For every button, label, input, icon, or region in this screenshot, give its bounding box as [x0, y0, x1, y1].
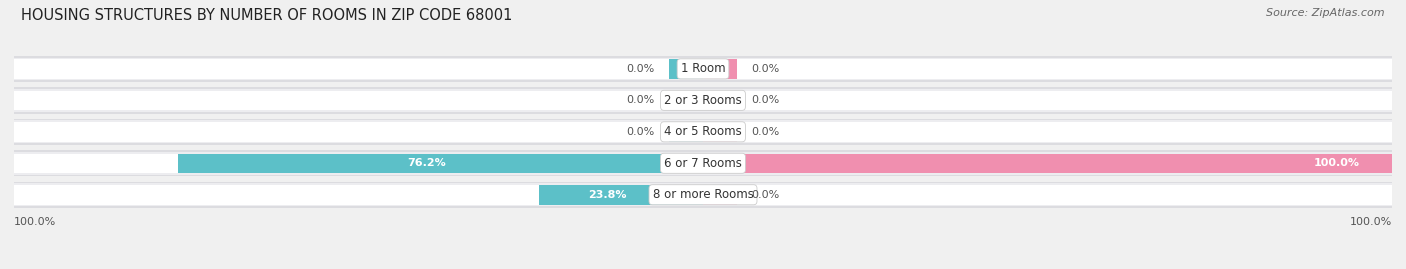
Bar: [14, 59, 1392, 79]
Text: 0.0%: 0.0%: [751, 95, 779, 105]
Bar: [179, 154, 703, 173]
Bar: [14, 58, 1392, 80]
Bar: [14, 121, 1392, 143]
Bar: [703, 185, 738, 204]
Text: 23.8%: 23.8%: [588, 190, 627, 200]
Text: 0.0%: 0.0%: [751, 64, 779, 74]
Text: 4 or 5 Rooms: 4 or 5 Rooms: [664, 125, 742, 138]
Bar: [538, 185, 703, 204]
Text: 0.0%: 0.0%: [751, 127, 779, 137]
Bar: [14, 154, 1392, 173]
Bar: [703, 91, 738, 110]
Bar: [14, 91, 1392, 110]
Bar: [669, 59, 703, 79]
Bar: [14, 152, 1392, 175]
Text: 100.0%: 100.0%: [1313, 158, 1360, 168]
Bar: [14, 183, 1392, 206]
Bar: [703, 122, 738, 141]
Text: 100.0%: 100.0%: [14, 217, 56, 227]
Text: 0.0%: 0.0%: [627, 64, 655, 74]
Text: 76.2%: 76.2%: [408, 158, 446, 168]
Text: Source: ZipAtlas.com: Source: ZipAtlas.com: [1267, 8, 1385, 18]
Bar: [703, 154, 1392, 173]
Text: 100.0%: 100.0%: [1350, 217, 1392, 227]
Text: HOUSING STRUCTURES BY NUMBER OF ROOMS IN ZIP CODE 68001: HOUSING STRUCTURES BY NUMBER OF ROOMS IN…: [21, 8, 512, 23]
Text: 0.0%: 0.0%: [627, 95, 655, 105]
Bar: [14, 122, 1392, 141]
Bar: [14, 185, 1392, 204]
Text: 8 or more Rooms: 8 or more Rooms: [652, 188, 754, 201]
Text: 2 or 3 Rooms: 2 or 3 Rooms: [664, 94, 742, 107]
Bar: [703, 59, 738, 79]
Text: 0.0%: 0.0%: [627, 127, 655, 137]
Bar: [7, 182, 1399, 208]
Text: 0.0%: 0.0%: [751, 190, 779, 200]
Bar: [7, 119, 1399, 145]
Bar: [669, 91, 703, 110]
Bar: [7, 150, 1399, 176]
Text: 6 or 7 Rooms: 6 or 7 Rooms: [664, 157, 742, 170]
Bar: [7, 56, 1399, 82]
Bar: [7, 87, 1399, 114]
Text: 1 Room: 1 Room: [681, 62, 725, 75]
Bar: [669, 122, 703, 141]
Bar: [14, 89, 1392, 112]
